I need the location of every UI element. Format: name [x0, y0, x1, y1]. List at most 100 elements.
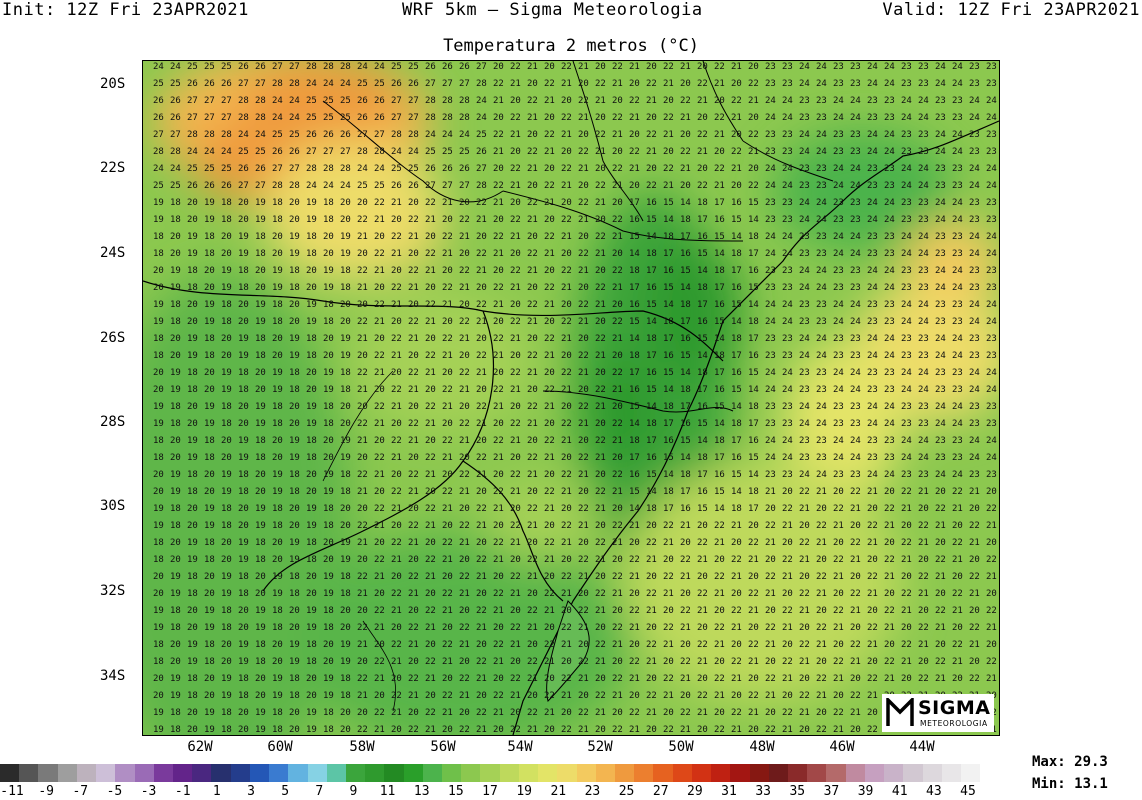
grid-temperature-value: 20	[714, 708, 725, 718]
init-time: Init: 12Z Fri 23APR2021	[2, 0, 249, 20]
grid-temperature-value: 21	[544, 351, 555, 361]
grid-temperature-value: 23	[901, 470, 912, 480]
grid-temperature-value: 21	[612, 385, 623, 395]
grid-temperature-value: 20	[170, 538, 181, 548]
grid-temperature-value: 22	[493, 487, 504, 497]
grid-temperature-value: 18	[646, 419, 657, 429]
grid-temperature-value: 20	[289, 708, 300, 718]
grid-temperature-value: 21	[391, 555, 402, 565]
grid-temperature-value: 25	[391, 164, 402, 174]
color-scale-labels: -11 -9 -7 -5 -3 -1 1 3 5 7 9 11 13 15 17 19 21 23 25 27 29 31…	[0, 784, 980, 800]
grid-temperature-value: 18	[306, 351, 317, 361]
grid-temperature-value: 21	[748, 147, 759, 157]
grid-temperature-value: 16	[680, 334, 691, 344]
grid-temperature-value: 20	[544, 215, 555, 225]
grid-temperature-value: 22	[612, 317, 623, 327]
grid-temperature-value: 20	[867, 708, 878, 718]
grid-temperature-value: 21	[493, 453, 504, 463]
grid-temperature-value: 21	[374, 470, 385, 480]
grid-temperature-value: 22	[799, 640, 810, 650]
grid-temperature-value: 24	[799, 266, 810, 276]
grid-temperature-value: 25	[221, 164, 232, 174]
grid-temperature-value: 23	[952, 453, 963, 463]
grid-temperature-value: 22	[476, 504, 487, 514]
grid-temperature-value: 20	[510, 198, 521, 208]
grid-temperature-value: 19	[272, 470, 283, 480]
grid-temperature-value: 20	[765, 708, 776, 718]
grid-temperature-value: 27	[204, 96, 215, 106]
grid-temperature-value: 21	[731, 113, 742, 123]
grid-temperature-value: 27	[459, 181, 470, 191]
grid-temperature-value: 20	[935, 589, 946, 599]
grid-temperature-value: 21	[612, 589, 623, 599]
grid-temperature-value: 14	[731, 402, 742, 412]
grid-temperature-value: 20	[289, 725, 300, 735]
grid-temperature-value: 24	[816, 402, 827, 412]
grid-temperature-value: 21	[527, 521, 538, 531]
grid-temperature-value: 18	[731, 249, 742, 259]
grid-temperature-value: 20	[204, 283, 215, 293]
grid-temperature-value: 19	[204, 606, 215, 616]
grid-temperature-value: 23	[867, 436, 878, 446]
grid-temperature-value: 22	[663, 572, 674, 582]
sigma-logo-icon	[886, 698, 914, 726]
grid-temperature-value: 21	[357, 640, 368, 650]
color-scale-swatch	[153, 764, 173, 782]
grid-temperature-value: 22	[578, 657, 589, 667]
grid-temperature-value: 15	[731, 470, 742, 480]
grid-temperature-value: 21	[476, 572, 487, 582]
grid-temperature-value: 20	[527, 640, 538, 650]
grid-temperature-value: 23	[952, 300, 963, 310]
grid-temperature-value: 23	[952, 232, 963, 242]
grid-temperature-value: 23	[884, 300, 895, 310]
grid-temperature-value: 20	[170, 657, 181, 667]
temperature-map[interactable]: 24 24 25 25 25 26 26 27 27 28 28 28 24 24 25 25 26 26 26 27…	[142, 60, 1000, 736]
grid-temperature-value: 23	[901, 79, 912, 89]
grid-temperature-value: 18	[170, 198, 181, 208]
color-scale-swatch	[768, 764, 788, 782]
grid-temperature-value: 23	[918, 351, 929, 361]
grid-temperature-value: 21	[459, 232, 470, 242]
grid-temperature-value: 18	[153, 538, 164, 548]
grid-temperature-value: 24	[782, 385, 793, 395]
grid-temperature-value: 22	[595, 538, 606, 548]
grid-temperature-value: 21	[459, 640, 470, 650]
grid-temperature-value: 21	[561, 130, 572, 140]
grid-temperature-value: 20	[272, 334, 283, 344]
grid-temperature-value: 21	[578, 419, 589, 429]
grid-temperature-value: 22	[595, 487, 606, 497]
grid-temperature-value: 23	[816, 453, 827, 463]
grid-temperature-value: 24	[765, 385, 776, 395]
grid-temperature-value: 25	[391, 62, 402, 72]
grid-temperature-value: 21	[357, 334, 368, 344]
grid-temperature-value: 21	[833, 623, 844, 633]
grid-temperature-value: 18	[204, 640, 215, 650]
grid-temperature-value: 19	[204, 725, 215, 735]
grid-temperature-value: 22	[816, 674, 827, 684]
grid-temperature-value: 22	[510, 419, 521, 429]
grid-temperature-value: 22	[544, 436, 555, 446]
grid-temperature-value: 20	[493, 419, 504, 429]
grid-temperature-value: 24	[408, 147, 419, 157]
grid-temperature-value: 24	[850, 232, 861, 242]
grid-temperature-value: 21	[561, 436, 572, 446]
grid-temperature-value: 20	[578, 538, 589, 548]
grid-temperature-value: 26	[425, 164, 436, 174]
grid-temperature-value: 19	[255, 521, 266, 531]
grid-temperature-value: 23	[935, 96, 946, 106]
color-scale-swatch	[941, 764, 961, 782]
grid-temperature-value: 14	[680, 283, 691, 293]
grid-temperature-value: 21	[765, 640, 776, 650]
grid-temperature-value: 17	[748, 249, 759, 259]
grid-temperature-value: 18	[238, 487, 249, 497]
grid-temperature-value: 23	[884, 385, 895, 395]
grid-temperature-value: 21	[595, 453, 606, 463]
grid-temperature-value: 22	[527, 198, 538, 208]
color-scale-label: -9	[38, 784, 54, 799]
grid-temperature-value: 24	[935, 283, 946, 293]
grid-temperature-value: 24	[833, 368, 844, 378]
grid-temperature-value: 24	[340, 79, 351, 89]
grid-temperature-value: 22	[731, 708, 742, 718]
grid-temperature-value: 20	[357, 249, 368, 259]
grid-temperature-value: 28	[340, 62, 351, 72]
